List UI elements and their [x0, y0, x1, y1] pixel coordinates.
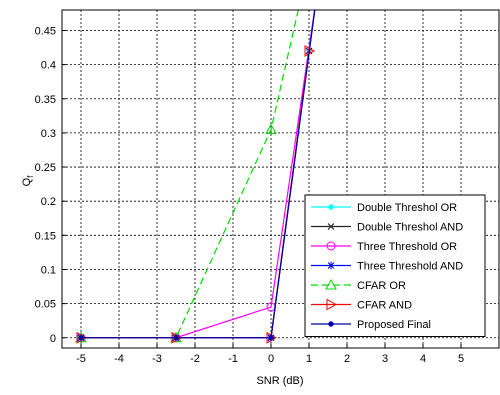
y-tick-label: 0.25	[35, 162, 56, 174]
x-axis-label: SNR (dB)	[256, 375, 303, 387]
x-tick-label: 2	[344, 353, 350, 365]
x-tick-label: -1	[228, 353, 238, 365]
x-tick-label: 5	[458, 353, 464, 365]
y-tick-label: 0.35	[35, 94, 56, 106]
x-tick-label: -3	[152, 353, 162, 365]
y-tick-label: 0.15	[35, 230, 56, 242]
x-tick-label: -4	[114, 353, 124, 365]
x-tick-label: 4	[420, 353, 426, 365]
y-tick-label: 0.4	[41, 60, 56, 72]
x-tick-label: -5	[76, 353, 86, 365]
legend-marker	[329, 322, 333, 326]
x-tick-label: -2	[190, 353, 200, 365]
legend-marker	[329, 205, 333, 209]
legend-label: Double Threshol OR	[357, 202, 457, 214]
x-tick-label: 3	[382, 353, 388, 365]
legend-label: Three Threshold OR	[357, 241, 457, 253]
data-point	[269, 336, 273, 340]
legend: Double Threshol OR Double Threshol AND Thr…	[305, 195, 485, 337]
y-tick-label: 0.1	[41, 264, 56, 276]
data-point	[79, 336, 83, 340]
y-axis-label-subscript: f	[26, 175, 35, 178]
y-tick-label: 0	[50, 333, 56, 345]
y-axis-label: Qf	[21, 175, 35, 187]
legend-label: CFAR AND	[357, 300, 412, 312]
x-tick-label: 0	[268, 353, 274, 365]
legend-label: Double Threshol AND	[357, 222, 463, 234]
data-point	[174, 336, 178, 340]
x-tick-label: 1	[306, 353, 312, 365]
y-tick-label: 0.45	[35, 25, 56, 37]
legend-label: CFAR OR	[357, 280, 406, 292]
y-tick-label: 0.05	[35, 299, 56, 311]
legend-marker	[327, 262, 335, 270]
y-tick-label: 0.2	[41, 196, 56, 208]
y-tick-label: 0.3	[41, 128, 56, 140]
legend-label: Proposed Final	[357, 319, 431, 331]
legend-label: Three Threshold AND	[357, 261, 463, 273]
